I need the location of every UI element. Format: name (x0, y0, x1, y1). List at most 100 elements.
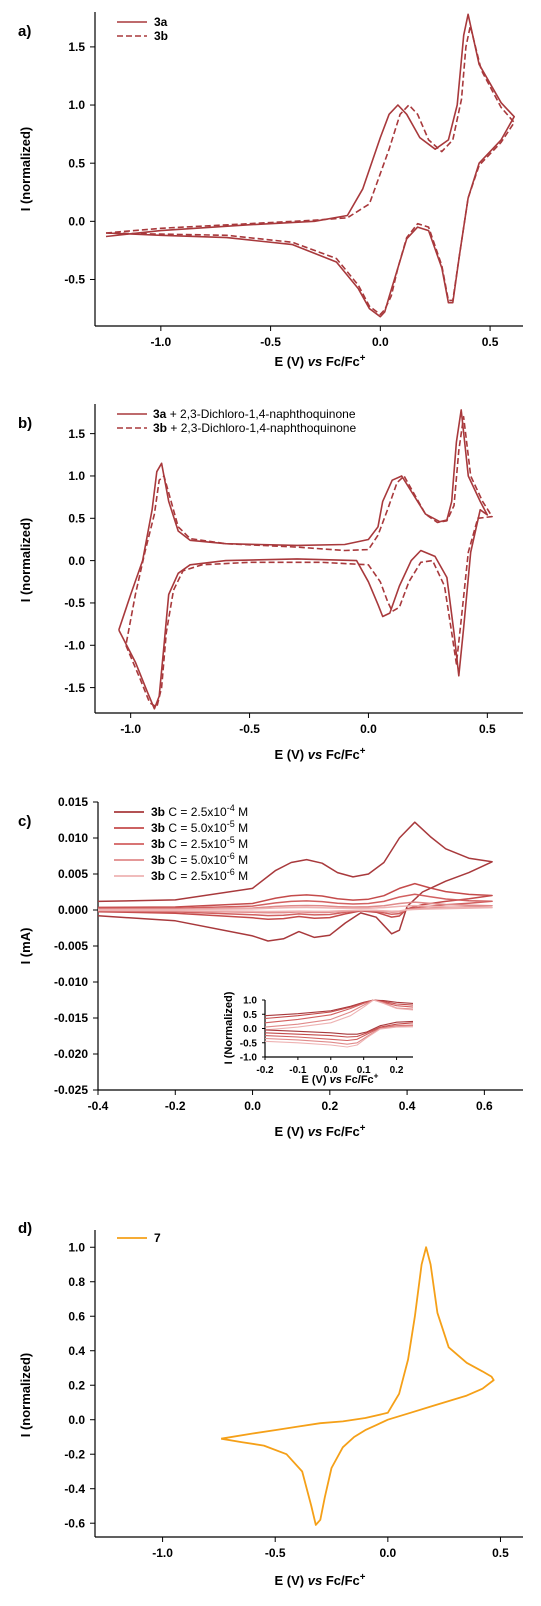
legend-label: 3b C = 2.5x10-6 M (151, 867, 248, 883)
series-line-3b (105, 25, 515, 316)
y-tick-label: 1.0 (68, 1240, 85, 1254)
inset-lower-line (264, 1020, 414, 1035)
inset-lower-line (264, 1025, 414, 1045)
series-line-c5 (97, 904, 493, 913)
x-tick-label: 0.5 (479, 722, 496, 736)
y-tick-label: -0.005 (54, 939, 88, 953)
x-tick-label: 0.0 (360, 722, 377, 736)
y-tick-label: 0.5 (68, 511, 85, 525)
panel-b-plot: -1.0 -0.5 0.0 0.5 -1.5 -1.0 -0.5 0.0 0.5 1.0 1.5 3a… (64, 404, 523, 736)
series-line-3a (105, 13, 515, 318)
x-tick-label: 0.0 (244, 1099, 261, 1113)
y-tick-label: 0.005 (58, 867, 88, 881)
y-tick-label: 0.0 (68, 1413, 85, 1427)
y-tick-label: -0.4 (64, 1482, 85, 1496)
y-tick-label: 0.5 (68, 156, 85, 170)
panel-label-c: c) (18, 813, 31, 830)
x-tick-label: -0.2 (165, 1099, 186, 1113)
y-tick-label: 1.0 (68, 469, 85, 483)
x-axis-label: E (V) vs Fc/Fc+ (275, 353, 366, 369)
panel-d-plot: -1.0 -0.5 0.0 0.5 -0.6 -0.4 -0.2 0.0 0.2 0.4 0.6 0.… (64, 1230, 523, 1560)
y-tick-label: 0.015 (58, 795, 88, 809)
panel-label-b: b) (18, 415, 32, 432)
x-tick-label: 0.4 (399, 1099, 416, 1113)
x-tick-label: -1.0 (151, 335, 172, 349)
x-tick-label: 0.2 (390, 1065, 404, 1076)
y-tick-label: 0.000 (58, 903, 88, 917)
y-tick-label: -1.0 (240, 1053, 258, 1064)
y-axis-label: I (normalized) (18, 1353, 33, 1438)
y-tick-label: -0.5 (240, 1038, 258, 1049)
inset-upper-line (264, 999, 414, 1024)
y-tick-label: 0.6 (68, 1309, 85, 1323)
y-tick-label: -0.2 (64, 1447, 85, 1461)
x-tick-label: 0.6 (476, 1099, 493, 1113)
legend-label: 3b + 2,3-Dichloro-1,4-naphthoquinone (153, 421, 356, 435)
legend-label: 3b C = 5.0x10-5 M (151, 819, 248, 835)
series-line-c1 (97, 821, 493, 942)
y-tick-label: 1.5 (68, 427, 85, 441)
inset-upper-line (264, 999, 414, 1017)
y-tick-label: 0.0 (68, 215, 85, 229)
legend-label: 3b (154, 29, 168, 43)
inset-lower-line (264, 1022, 414, 1038)
legend-label: 7 (154, 1231, 161, 1245)
panel-label-a: a) (18, 23, 31, 40)
series-line-c3 (97, 893, 493, 917)
x-tick-label: 0.1 (357, 1065, 371, 1076)
x-tick-label: -1.0 (152, 1546, 173, 1560)
x-tick-label: 0.0 (372, 335, 389, 349)
y-tick-label: 0.0 (68, 554, 85, 568)
y-tick-label: 0.4 (68, 1344, 85, 1358)
panel-label-d: d) (18, 1220, 32, 1237)
y-tick-label: -0.5 (64, 273, 85, 287)
inset-plot: -0.2 -0.1 0.0 0.1 0.2 -1.0 -0.5 0.0 0.5 1.0 (240, 996, 414, 1076)
inset-lower-line (264, 1026, 414, 1048)
x-tick-label: 0.5 (492, 1546, 509, 1560)
y-tick-label: 1.5 (68, 40, 85, 54)
x-tick-label: -0.5 (265, 1546, 286, 1560)
series-line-3b (125, 415, 493, 708)
x-axis-label: E (V) vs Fc/Fc+ (275, 1123, 366, 1139)
y-tick-label: 0.8 (68, 1275, 85, 1289)
legend-label: 3a (154, 15, 168, 29)
y-tick-label: 0.010 (58, 831, 88, 845)
x-tick-label: 0.5 (482, 335, 499, 349)
y-tick-label: -1.5 (64, 681, 85, 695)
inset-upper-line (264, 999, 414, 1031)
y-tick-label: -0.010 (54, 975, 88, 989)
y-tick-label: -0.025 (54, 1083, 88, 1097)
x-tick-label: -0.1 (289, 1065, 307, 1076)
x-axis-label: E (V) vs Fc/Fc+ (302, 1072, 379, 1086)
x-tick-label: -0.2 (256, 1065, 274, 1076)
y-tick-label: -0.020 (54, 1047, 88, 1061)
y-tick-label: -0.5 (64, 596, 85, 610)
panel-c-plot: -0.4 -0.2 0.0 0.2 0.4 0.6 -0.025 -0.020 -0.015 -0… (54, 795, 523, 1113)
x-tick-label: 0.0 (324, 1065, 338, 1076)
x-tick-label: 0.0 (379, 1546, 396, 1560)
legend-label: 3b C = 2.5x10-5 M (151, 835, 248, 851)
x-axis-label: E (V) vs Fc/Fc+ (275, 746, 366, 762)
legend-label: 3b C = 2.5x10-4 M (151, 803, 248, 819)
y-tick-label: 1.0 (243, 996, 257, 1007)
y-axis-label: I (Normalized) (223, 991, 235, 1064)
x-tick-label: 0.2 (321, 1099, 338, 1113)
y-tick-label: 0.5 (243, 1010, 257, 1021)
legend-label: 3b C = 5.0x10-6 M (151, 851, 248, 867)
x-tick-label: -1.0 (120, 722, 141, 736)
legend-label: 3a + 2,3-Dichloro-1,4-naphthoquinone (153, 407, 356, 421)
series-line-7 (220, 1246, 495, 1526)
y-tick-label: 0.0 (243, 1024, 257, 1035)
y-tick-label: -0.6 (64, 1516, 85, 1530)
y-tick-label: -0.015 (54, 1011, 88, 1025)
y-axis-label: I (normalized) (18, 518, 33, 603)
x-axis-label: E (V) vs Fc/Fc+ (275, 1572, 366, 1588)
y-tick-label: -1.0 (64, 638, 85, 652)
x-tick-label: -0.5 (260, 335, 281, 349)
x-tick-label: -0.5 (239, 722, 260, 736)
series-line-3a (118, 409, 489, 710)
y-tick-label: 0.2 (68, 1378, 85, 1392)
y-tick-label: 1.0 (68, 98, 85, 112)
